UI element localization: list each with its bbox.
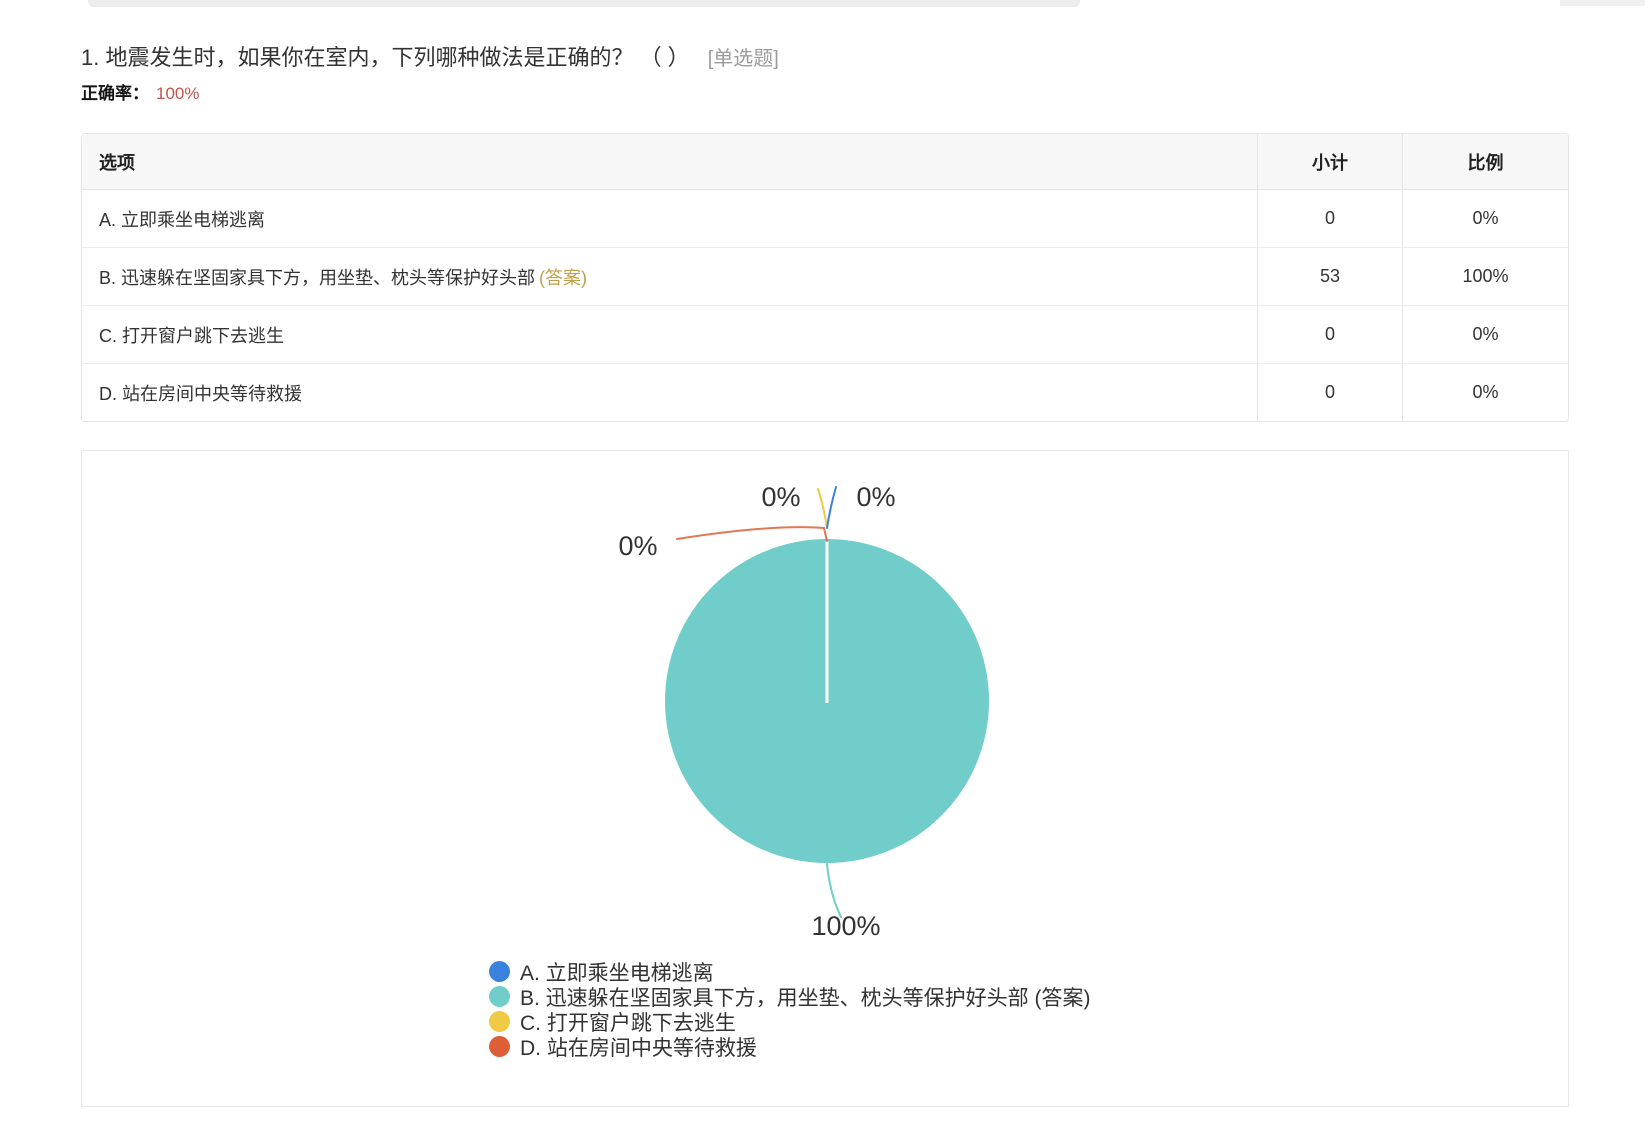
- accuracy-label: 正确率：: [81, 84, 149, 103]
- table-row: B. 迅速躲在坚固家具下方，用坐垫、枕头等保护好头部 (答案) 53 100%: [82, 248, 1568, 306]
- header-option: 选项: [82, 134, 1257, 190]
- cutoff-element-top: [88, 0, 1080, 7]
- leader-line-b: [826, 863, 842, 918]
- legend-item-c[interactable]: C. 打开窗户跳下去逃生: [489, 1009, 1091, 1035]
- legend-dot-icon: [489, 1011, 510, 1032]
- legend-label: C. 打开窗户跳下去逃生: [520, 1011, 736, 1035]
- pie-label-c: 0%: [761, 482, 801, 512]
- leader-line-d: [676, 526, 828, 542]
- option-text: C. 打开窗户跳下去逃生: [99, 325, 285, 346]
- option-text: D. 站在房间中央等待救援: [99, 383, 302, 404]
- table-row: A. 立即乘坐电梯逃离 0 0%: [82, 190, 1568, 248]
- legend-dot-icon: [489, 961, 510, 982]
- question-type-tag: [单选题]: [707, 48, 779, 70]
- question-header: 1. 地震发生时，如果你在室内，下列哪种做法是正确的？ （ ） [单选题]: [81, 40, 779, 72]
- header-percent: 比例: [1402, 134, 1568, 190]
- pie-label-a: 0%: [856, 482, 896, 512]
- pie-label-b: 100%: [811, 911, 881, 941]
- count-cell: 53: [1257, 248, 1402, 306]
- legend-label: B. 迅速躲在坚固家具下方，用坐垫、枕头等保护好头部 (答案): [520, 986, 1091, 1010]
- count-cell: 0: [1257, 306, 1402, 364]
- pie-chart: [665, 486, 989, 918]
- options-table-container: 选项 小计 比例 A. 立即乘坐电梯逃离 0 0% B. 迅速躲在坚固家具下方，…: [81, 133, 1569, 422]
- percent-cell: 0%: [1402, 190, 1568, 248]
- accuracy-value: 100%: [156, 84, 200, 103]
- count-cell: 0: [1257, 190, 1402, 248]
- percent-cell: 100%: [1402, 248, 1568, 306]
- legend-label: D. 站在房间中央等待救援: [520, 1036, 757, 1060]
- answer-tag: (答案): [539, 267, 588, 288]
- accuracy-row: 正确率： 100%: [81, 79, 199, 104]
- count-cell: 0: [1257, 364, 1402, 421]
- legend-dot-icon: [489, 986, 510, 1007]
- table-row: D. 站在房间中央等待救援 0 0%: [82, 364, 1568, 421]
- header-count: 小计: [1257, 134, 1402, 190]
- options-table: 选项 小计 比例 A. 立即乘坐电梯逃离 0 0% B. 迅速躲在坚固家具下方，…: [82, 134, 1568, 421]
- percent-cell: 0%: [1402, 364, 1568, 421]
- option-text: B. 迅速躲在坚固家具下方，用坐垫、枕头等保护好头部: [99, 267, 536, 288]
- legend-label: A. 立即乘坐电梯逃离: [520, 961, 714, 985]
- leader-line-c: [817, 488, 828, 529]
- pie-chart-panel: 0% 0% 0% 100% A. 立即乘坐电梯逃离 B. 迅速躲在坚固家具下方，…: [81, 450, 1569, 1107]
- legend-dot-icon: [489, 1036, 510, 1057]
- legend-item-a[interactable]: A. 立即乘坐电梯逃离: [489, 959, 1091, 985]
- legend-item-b[interactable]: B. 迅速躲在坚固家具下方，用坐垫、枕头等保护好头部 (答案): [489, 984, 1091, 1010]
- option-text: A. 立即乘坐电梯逃离: [99, 209, 266, 230]
- table-header-row: 选项 小计 比例: [82, 134, 1568, 190]
- cutoff-element-top-right: [1560, 0, 1645, 6]
- pie-label-d: 0%: [618, 531, 658, 561]
- question-title: 1. 地震发生时，如果你在室内，下列哪种做法是正确的？ （ ）: [81, 45, 690, 70]
- percent-cell: 0%: [1402, 306, 1568, 364]
- table-row: C. 打开窗户跳下去逃生 0 0%: [82, 306, 1568, 364]
- leader-line-a: [826, 486, 837, 529]
- legend-item-d[interactable]: D. 站在房间中央等待救援: [489, 1034, 1091, 1060]
- chart-legend: A. 立即乘坐电梯逃离 B. 迅速躲在坚固家具下方，用坐垫、枕头等保护好头部 (…: [489, 959, 1091, 1060]
